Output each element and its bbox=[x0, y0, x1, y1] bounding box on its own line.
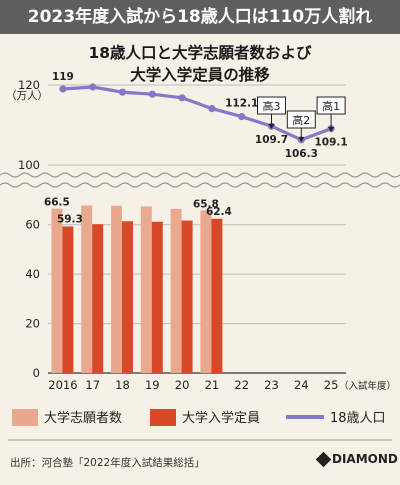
axis-break-band bbox=[0, 173, 400, 187]
diamond-icon bbox=[315, 451, 332, 467]
legend-swatch bbox=[150, 409, 176, 426]
lower-y-tick-label: 60 bbox=[25, 218, 40, 232]
population-point bbox=[118, 88, 127, 96]
data-label: 66.5 bbox=[44, 197, 70, 209]
annotation-label: 高1 bbox=[322, 99, 340, 113]
x-tick-label: 20 bbox=[175, 378, 190, 392]
annotation-arrowhead bbox=[298, 137, 305, 142]
brand-logo: DIAMOND bbox=[315, 451, 398, 467]
y-axis-unit: （万人） bbox=[6, 90, 48, 102]
legend-label: 18歳人口 bbox=[330, 411, 386, 426]
legend-label: 大学入学定員 bbox=[182, 410, 260, 426]
population-line bbox=[62, 85, 332, 142]
capacity-bar bbox=[151, 221, 163, 373]
annotation-label: 高2 bbox=[292, 113, 310, 127]
axis-break-line bbox=[0, 172, 400, 178]
applicants-bar bbox=[51, 208, 63, 373]
applicants-bar bbox=[140, 206, 152, 373]
lower-y-tick-label: 0 bbox=[33, 366, 40, 380]
x-tick-label: 2016 bbox=[48, 378, 77, 392]
capacity-bar bbox=[211, 218, 223, 373]
x-tick-label: 17 bbox=[85, 378, 100, 392]
data-label: 106.3 bbox=[285, 148, 318, 160]
population-point bbox=[178, 94, 186, 102]
population-point bbox=[59, 85, 67, 93]
legend-label: 大学志願者数 bbox=[44, 410, 122, 426]
population-point bbox=[148, 90, 156, 98]
data-label: 112.1 bbox=[225, 98, 258, 110]
annotation-arrowhead bbox=[268, 124, 275, 129]
x-tick-label: 23 bbox=[264, 378, 279, 392]
population-point bbox=[89, 83, 97, 91]
upper-y-tick-label: 120 bbox=[18, 78, 40, 92]
data-label: 59.3 bbox=[57, 213, 83, 225]
data-label: 62.4 bbox=[206, 206, 232, 218]
capacity-bar bbox=[181, 220, 193, 373]
legend-swatch bbox=[12, 409, 38, 426]
applicants-bar bbox=[170, 208, 182, 373]
data-label: 109.7 bbox=[255, 134, 288, 146]
capacity-bar bbox=[92, 224, 104, 373]
lower-y-tick-label: 20 bbox=[25, 317, 40, 331]
data-label: 109.1 bbox=[314, 137, 347, 149]
capacity-bar bbox=[62, 226, 74, 373]
population-point bbox=[208, 105, 216, 113]
population-point bbox=[238, 113, 246, 121]
x-tick-label: 19 bbox=[145, 378, 160, 392]
brand-name: DIAMOND bbox=[332, 452, 398, 466]
lower-y-tick-label: 40 bbox=[25, 267, 40, 281]
capacity-bar bbox=[122, 221, 133, 373]
chart-title-line-2: 大学入学定員の推移 bbox=[130, 66, 270, 84]
applicants-bar bbox=[200, 210, 212, 373]
x-tick-label: 22 bbox=[234, 378, 249, 392]
data-label: 65.8 bbox=[193, 198, 219, 210]
x-tick-label: 21 bbox=[205, 378, 220, 392]
data-label: 119 bbox=[52, 71, 74, 83]
x-tick-label: 24 bbox=[294, 378, 309, 392]
x-tick-label: 25 bbox=[324, 378, 339, 392]
annotation-label: 高3 bbox=[263, 99, 281, 113]
applicants-bar bbox=[81, 205, 93, 373]
chart-title-line-1: 18歳人口と大学志願者数および bbox=[88, 44, 312, 62]
headline-banner: 2023年度入試から18歳人口は110万人割れ bbox=[0, 0, 400, 34]
applicants-bar bbox=[111, 205, 122, 373]
x-tick-label: 18 bbox=[115, 378, 130, 392]
axis-break-line bbox=[0, 182, 400, 188]
x-axis-suffix: （入試年度） bbox=[339, 380, 396, 392]
upper-y-tick-label: 100 bbox=[18, 158, 40, 172]
annotation-arrowhead bbox=[328, 127, 335, 132]
source-note: 出所：河合塾「2022年度入試結果総括」 bbox=[10, 457, 205, 469]
chart-title: 18歳人口と大学志願者数および 大学入学定員の推移 bbox=[0, 42, 400, 86]
